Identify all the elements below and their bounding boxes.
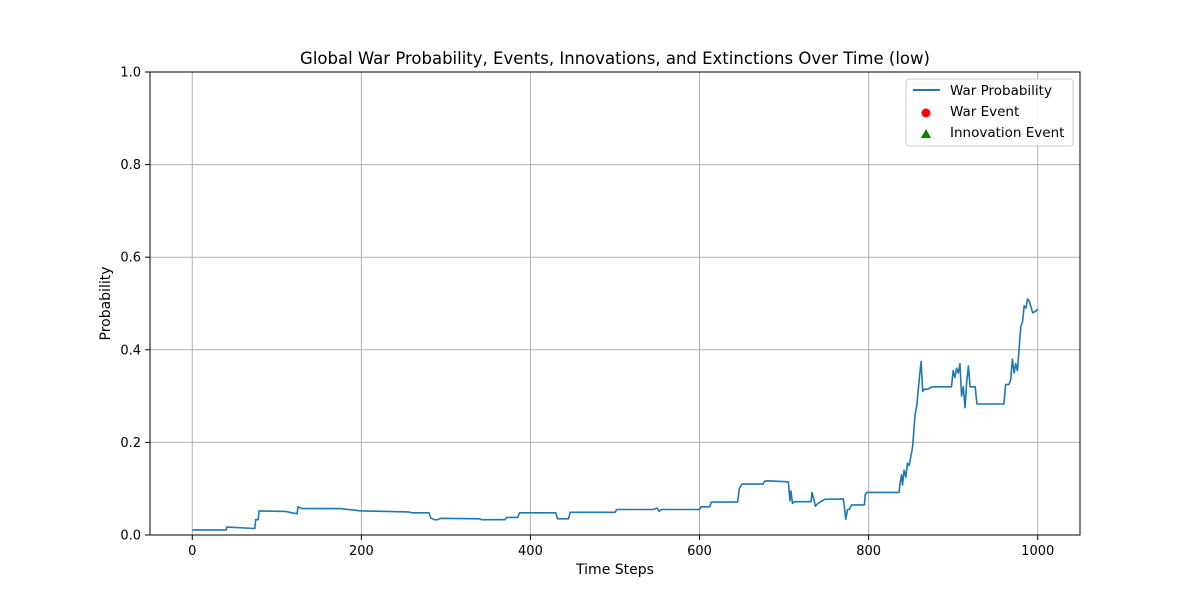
x-axis: 0 200 400 600 800 1000 [188,535,1054,559]
x-tick-label: 200 [349,544,374,559]
legend-label: War Probability [950,83,1052,99]
y-tick-label: 0.8 [120,158,141,173]
legend-label: War Event [950,104,1019,120]
legend-box [905,78,1074,147]
x-axis-label: Time Steps [575,562,654,578]
legend-circle-marker [921,108,931,118]
x-tick-label: 800 [856,544,881,559]
chart-title: Global War Probability, Events, Innovati… [300,49,930,68]
x-tick-label: 0 [188,544,196,559]
y-tick-label: 1.0 [120,66,141,81]
legend-label: Innovation Event [950,125,1064,141]
x-tick-label: 600 [687,544,712,559]
y-tick-label: 0.0 [120,529,141,544]
x-tick-label: 400 [518,544,543,559]
line-layer [192,298,1039,531]
war-probability-line [192,298,1039,531]
y-tick-label: 0.2 [120,436,141,451]
legend: War Probability War Event Innovation Event [905,78,1074,147]
y-axis: 0.0 0.2 0.4 0.6 0.8 1.0 [120,66,150,544]
legend-triangle-marker [921,129,931,138]
y-axis-label: Probability [98,266,114,340]
y-tick-label: 0.6 [120,251,141,266]
plot-frame [149,71,1081,536]
y-tick-label: 0.4 [120,343,141,358]
x-tick-label: 1000 [1021,544,1054,559]
